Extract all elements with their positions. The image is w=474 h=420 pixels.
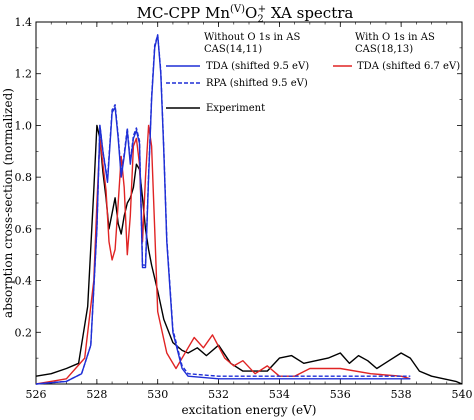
legend-group2-heading-line1: With O 1s in AS — [355, 32, 435, 43]
title-tail: XA spectra — [266, 4, 353, 22]
x-tick-label: 536 — [330, 388, 351, 401]
y-axis-label: absorption cross-section (normalized) — [1, 88, 15, 318]
series-experiment-line — [35, 124, 463, 385]
y-tick-label: 0.4 — [15, 275, 33, 288]
series-rpa-9-5-line — [35, 34, 411, 385]
title-charge: + — [258, 4, 266, 15]
title-rest: O — [245, 4, 257, 22]
x-tick-label: 526 — [26, 388, 47, 401]
y-tick-label: 1.4 — [15, 16, 33, 29]
legend-group1-heading-line1: Without O 1s in AS — [204, 32, 301, 43]
axis-ticks: 526 528 530 532 534 536 538 540 0.2 0.4 0.6 0.8 1.0 1… — [15, 16, 473, 401]
y-tick-label: 0.2 — [15, 326, 33, 339]
legend-label-rpa-9-5: RPA (shifted 9.5 eV) — [206, 78, 308, 89]
x-tick-label: 534 — [269, 388, 290, 401]
x-tick-label: 538 — [391, 388, 412, 401]
plot-area-frame — [35, 21, 463, 385]
legend-label-tda-9-5: TDA (shifted 9.5 eV) — [206, 61, 309, 72]
legend-label-experiment: Experiment — [206, 103, 265, 114]
y-tick-label: 0.8 — [15, 171, 33, 184]
chart-title: MC-CPP Mn(V)O2+ XA spectra — [137, 4, 354, 25]
y-tick-label: 1.2 — [15, 68, 33, 81]
series-tda-6-7-line — [35, 124, 411, 385]
series-lines — [35, 34, 463, 385]
y-tick-label: 1.0 — [15, 119, 33, 132]
x-axis-label: excitation energy (eV) — [182, 403, 317, 417]
x-tick-label: 530 — [147, 388, 168, 401]
legend-group1-heading-line2: CAS(14,11) — [204, 44, 262, 55]
x-tick-label: 532 — [208, 388, 229, 401]
title-subscript: 2 — [257, 14, 263, 25]
y-tick-label: 0.6 — [15, 223, 33, 236]
legend-group2-heading-line2: CAS(18,13) — [355, 44, 413, 55]
title-superscript: (V) — [230, 4, 245, 15]
x-tick-label: 528 — [86, 388, 107, 401]
x-tick-label: 540 — [452, 388, 473, 401]
title-main: MC-CPP Mn — [137, 4, 231, 22]
series-tda-9-5-line — [35, 34, 411, 385]
legend: Without O 1s in AS CAS(14,11) With O 1s … — [166, 32, 460, 114]
legend-label-tda-6-7: TDA (shifted 6.7 eV) — [357, 61, 460, 72]
